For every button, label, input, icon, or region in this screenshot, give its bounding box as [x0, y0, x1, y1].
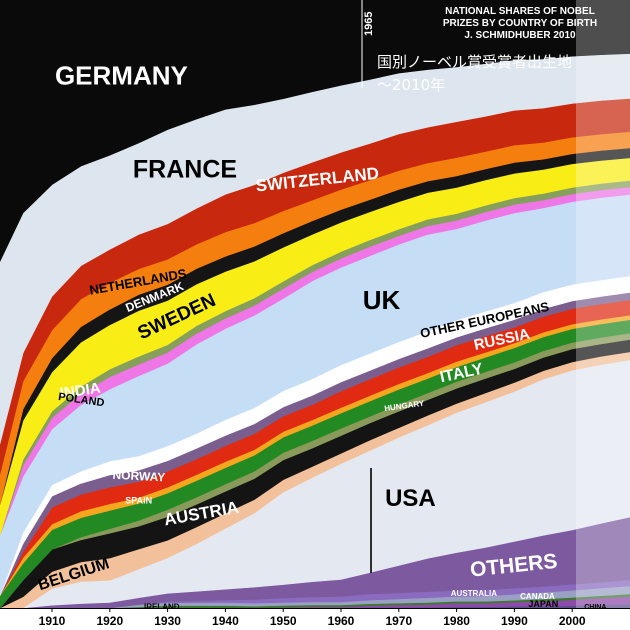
- x-tick-label: 1910: [39, 614, 66, 628]
- x-tick-label: 1960: [328, 614, 355, 628]
- label-spain: SPAIN: [125, 496, 152, 506]
- faded-recent-overlay: [576, 0, 630, 608]
- label-norway: NORWAY: [112, 468, 165, 485]
- subtitle-line-1: 国別ノーベル賞受賞者出生地: [377, 53, 572, 71]
- label-japan: JAPAN: [528, 599, 558, 609]
- x-tick-label: 2000: [559, 614, 586, 628]
- title-line-2: PRIZES BY COUNTRY OF BIRTH: [443, 18, 597, 29]
- label-india: INDIA: [59, 380, 102, 403]
- label-usa: USA: [385, 485, 436, 512]
- x-tick-label: 1920: [96, 614, 123, 628]
- label-germany: GERMANY: [55, 60, 188, 90]
- subtitle-line-2: ～2010年: [377, 76, 445, 94]
- x-tick-label: 1980: [443, 614, 470, 628]
- label-ireland: IRELAND: [144, 603, 180, 612]
- subtitle-block: 国別ノーベル賞受賞者出生地 ～2010年: [377, 53, 572, 94]
- area-bands: [0, 0, 630, 609]
- label-china: CHINA: [584, 604, 606, 611]
- label-canada: CANADA: [520, 592, 555, 601]
- marker-year-label: 1965: [363, 12, 375, 36]
- x-tick-label: 1990: [501, 614, 528, 628]
- label-uk: UK: [363, 285, 401, 315]
- x-tick-label: 1950: [270, 614, 297, 628]
- band-germany: [0, 0, 630, 262]
- title-line-3: J. SCHMIDHUBER 2010: [464, 30, 576, 41]
- label-france: FRANCE: [133, 156, 237, 184]
- label-australia: AUSTRALIA: [451, 589, 497, 598]
- x-tick-label: 1940: [212, 614, 239, 628]
- x-axis-background: [0, 608, 630, 630]
- x-tick-label: 1970: [385, 614, 412, 628]
- x-axis: 1910 1920 1930 1940 1950 1960 1970 1980 1990 2000: [0, 608, 630, 630]
- title-line-1: NATIONAL SHARES OF NOBEL: [445, 6, 595, 17]
- title-block: NATIONAL SHARES OF NOBEL PRIZES BY COUNT…: [443, 6, 597, 41]
- x-tick-label: 1930: [154, 614, 181, 628]
